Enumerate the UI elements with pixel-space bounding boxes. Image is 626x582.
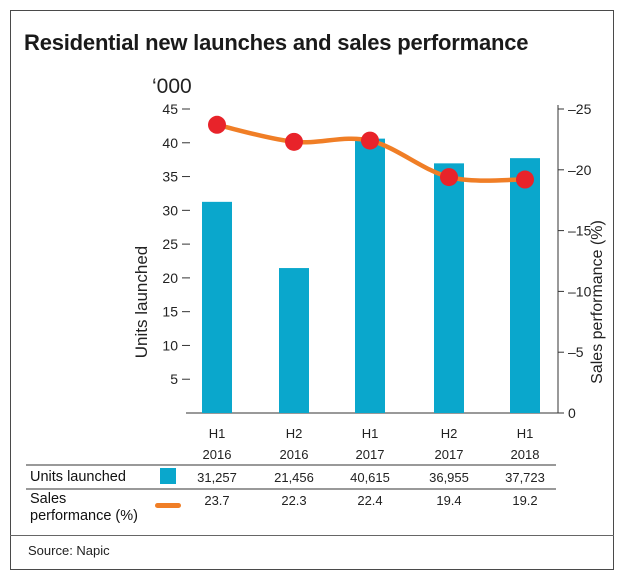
units-value: 40,615 (350, 470, 390, 485)
sales-row-label-2: performance (%) (30, 508, 138, 524)
units-value: 37,723 (505, 470, 545, 485)
y-tick-label: 10 (162, 337, 178, 353)
bar (279, 268, 309, 413)
y-tick-label: 35 (162, 169, 178, 185)
y2-tick-label: 0 (568, 405, 576, 421)
category-label-year: 2016 (203, 447, 232, 462)
category-label-year: 2018 (511, 447, 540, 462)
bar (355, 138, 385, 413)
y-tick-label: 40 (162, 135, 178, 151)
source-note: Source: Napic (28, 543, 110, 558)
y-axis-unit: ‘000 (152, 75, 192, 98)
y-tick-label: 15 (162, 304, 178, 320)
bar-legend-swatch (160, 468, 176, 484)
sales-marker (440, 168, 458, 187)
sales-value: 22.4 (357, 493, 382, 508)
sales-marker (285, 132, 303, 151)
category-label-half: H1 (209, 426, 226, 441)
chart-frame (10, 10, 614, 570)
category-label-half: H2 (286, 426, 303, 441)
source-divider (10, 535, 614, 536)
sales-marker (361, 131, 379, 150)
category-label-half: H1 (362, 426, 379, 441)
category-label-half: H1 (517, 426, 534, 441)
bar (434, 163, 464, 413)
units-value: 36,955 (429, 470, 469, 485)
category-label-year: 2017 (356, 447, 385, 462)
bar (510, 158, 540, 413)
sales-marker (208, 115, 226, 134)
sales-value: 19.2 (512, 493, 537, 508)
chart-title: Residential new launches and sales perfo… (24, 30, 529, 55)
y2-tick-label: –20 (568, 162, 592, 178)
sales-value: 22.3 (281, 493, 306, 508)
y2-tick-label: –15 (568, 223, 592, 239)
y-tick-label: 25 (162, 236, 178, 252)
bar (202, 201, 232, 413)
y-tick-label: 20 (162, 270, 178, 286)
y-tick-label: 45 (162, 101, 178, 117)
line-legend-swatch (155, 503, 181, 508)
category-label-half: H2 (441, 426, 458, 441)
units-row-label: Units launched (30, 469, 126, 485)
y2-tick-label: –25 (568, 101, 592, 117)
sales-value: 19.4 (436, 493, 461, 508)
sales-row-label-1: Sales (30, 491, 67, 507)
y-tick-label: 5 (170, 371, 178, 387)
y2-tick-label: –5 (568, 344, 584, 360)
sales-marker (516, 170, 534, 189)
y-tick-label: 30 (162, 202, 178, 218)
units-value: 21,456 (274, 470, 314, 485)
units-value: 31,257 (197, 470, 237, 485)
sales-value: 23.7 (204, 493, 229, 508)
category-label-year: 2016 (280, 447, 309, 462)
y2-tick-label: –10 (568, 283, 592, 299)
category-label-year: 2017 (435, 447, 464, 462)
